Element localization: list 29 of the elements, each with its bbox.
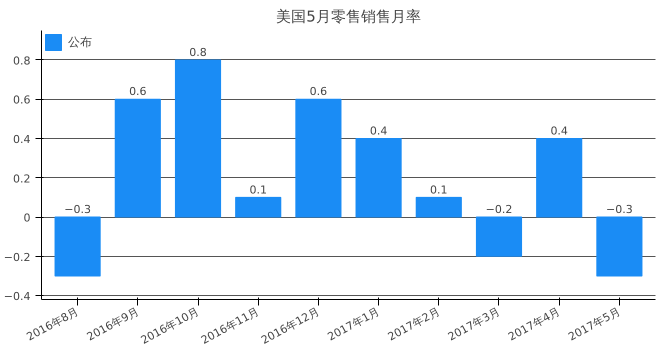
y-tick-label: 0 xyxy=(24,212,30,225)
bar xyxy=(356,138,402,218)
data-label: 0.4 xyxy=(550,124,568,138)
y-tick-label: 0.4 xyxy=(13,132,31,146)
data-label: −0.3 xyxy=(64,203,91,216)
legend-label: 公布 xyxy=(68,34,92,50)
chart-title: 美国5月零售销售月率 xyxy=(276,8,421,26)
data-label: 0.1 xyxy=(249,183,267,196)
data-label: 0.4 xyxy=(370,124,388,138)
bar xyxy=(114,98,161,218)
data-label: 0.8 xyxy=(189,46,207,59)
y-tick-label: 0.6 xyxy=(13,94,31,107)
bar xyxy=(295,98,342,218)
data-label: −0.3 xyxy=(606,203,633,216)
bar xyxy=(476,216,522,257)
bar xyxy=(596,216,642,276)
bar xyxy=(235,196,282,218)
bar xyxy=(536,138,582,218)
bar xyxy=(416,196,462,218)
y-tick-label: 0.8 xyxy=(13,54,31,68)
y-tick-label: 0.2 xyxy=(13,172,31,186)
data-label: 0.6 xyxy=(129,85,147,98)
bar xyxy=(54,216,101,276)
data-label: −0.2 xyxy=(486,203,512,216)
data-label: 0.1 xyxy=(430,183,448,196)
data-label: 0.6 xyxy=(310,85,328,98)
y-tick-label: −0.2 xyxy=(4,250,31,264)
bar xyxy=(174,59,222,218)
y-tick-label: −0.4 xyxy=(4,290,31,304)
